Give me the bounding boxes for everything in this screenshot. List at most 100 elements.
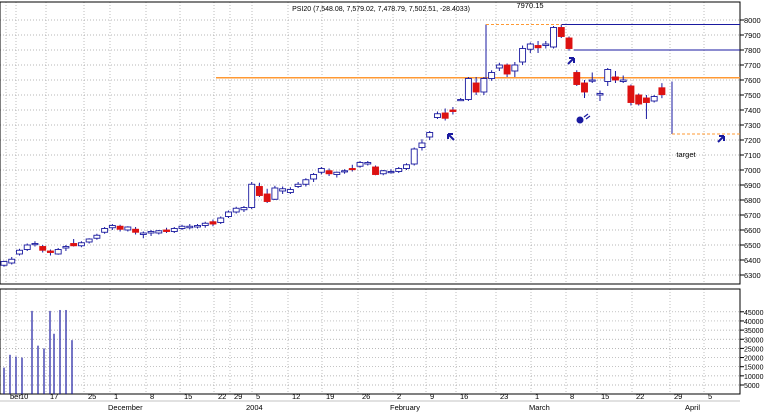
volume-tick-label: 40000 bbox=[744, 319, 764, 326]
candle-up bbox=[77, 242, 85, 247]
candle-up bbox=[139, 232, 147, 235]
candle-up bbox=[511, 64, 519, 72]
candle-down bbox=[635, 94, 643, 105]
candle-up bbox=[387, 171, 395, 174]
candle-up bbox=[101, 228, 109, 233]
candle-up bbox=[457, 99, 465, 102]
candle-down bbox=[627, 85, 635, 103]
date-tick-label: 5 bbox=[708, 392, 712, 401]
price-tick-label: 7000 bbox=[744, 166, 761, 175]
price-tick-label: 6800 bbox=[744, 196, 761, 205]
volume-tick-label: 5000 bbox=[744, 383, 760, 390]
candle-up bbox=[317, 168, 325, 173]
date-tick-label: 22 bbox=[218, 392, 226, 401]
date-tick-label: 29 bbox=[674, 392, 682, 401]
candle-up bbox=[519, 48, 527, 63]
candle-up bbox=[194, 225, 201, 228]
candle-down bbox=[325, 170, 333, 175]
volume-bars bbox=[3, 309, 73, 394]
candle-down bbox=[132, 228, 140, 233]
candle-up bbox=[286, 189, 294, 193]
price-tick-label: 8000 bbox=[744, 16, 761, 25]
candle-up bbox=[31, 243, 39, 246]
date-tick-label: 1 bbox=[535, 392, 539, 401]
date-tick-label: 5 bbox=[256, 392, 260, 401]
candle-up bbox=[379, 170, 387, 175]
candle-up bbox=[85, 238, 93, 243]
target-label: target bbox=[676, 150, 696, 159]
month-label: March bbox=[529, 403, 550, 412]
candle-down bbox=[372, 166, 379, 175]
candle-up bbox=[178, 225, 186, 229]
date-axis: ber 10 17 25 1 8 15 22 29 5 12 19 26 2 9 16 23 1 8 15 22 29 5D… bbox=[0, 392, 740, 412]
candle-down bbox=[472, 82, 480, 93]
candle-up bbox=[279, 188, 287, 192]
month-label: December bbox=[108, 403, 143, 412]
price-tick-label: 6400 bbox=[744, 256, 761, 265]
date-tick-label: 15 bbox=[184, 392, 192, 401]
candle-up bbox=[124, 226, 132, 231]
candle-down bbox=[209, 221, 217, 225]
candle-up bbox=[23, 244, 31, 250]
candle-down bbox=[581, 82, 588, 93]
date-tick-label: 17 bbox=[50, 392, 58, 401]
candle-up bbox=[170, 228, 178, 232]
date-tick-label: 25 bbox=[88, 392, 96, 401]
candle-up bbox=[341, 170, 349, 173]
candle-up bbox=[550, 27, 557, 48]
candle-up bbox=[403, 164, 410, 169]
price-grid bbox=[0, 2, 740, 394]
date-tick-label: 10 bbox=[20, 392, 28, 401]
candle-up bbox=[356, 162, 364, 167]
annotation-marks bbox=[447, 57, 725, 143]
candle-up bbox=[240, 207, 248, 211]
annotation-lines bbox=[216, 23, 740, 135]
date-tick-label: 8 bbox=[150, 392, 154, 401]
price-tick-label: 7800 bbox=[744, 46, 761, 55]
candle-down bbox=[565, 37, 573, 49]
candle-up bbox=[495, 64, 503, 69]
volume-tick-label: 20000 bbox=[744, 356, 764, 363]
candle-down bbox=[557, 27, 565, 37]
candle-up bbox=[217, 217, 225, 223]
candle-up bbox=[108, 225, 116, 229]
candle-down bbox=[658, 87, 666, 96]
candle-down bbox=[348, 168, 356, 171]
arrow-head bbox=[447, 133, 453, 139]
candle-up bbox=[54, 249, 62, 255]
candle-up bbox=[225, 211, 232, 217]
price-tick-label: 6500 bbox=[744, 241, 761, 250]
candle-up bbox=[418, 142, 426, 148]
date-tick-label: 1 bbox=[114, 392, 118, 401]
arrow-icon bbox=[447, 133, 455, 141]
candle-down bbox=[573, 72, 581, 85]
month-label: April bbox=[685, 403, 700, 412]
date-tick-label: 19 bbox=[326, 392, 334, 401]
candle-up bbox=[62, 246, 70, 249]
candle-down bbox=[449, 109, 457, 112]
candle-up bbox=[604, 69, 612, 82]
volume-tick-label: 25000 bbox=[744, 346, 764, 353]
date-tick-label: 26 bbox=[362, 392, 370, 401]
date-tick-label: 29 bbox=[234, 392, 242, 401]
candle-up bbox=[186, 225, 194, 229]
date-tick-label: 2 bbox=[397, 392, 401, 401]
arrow-icon bbox=[717, 135, 725, 143]
candle-up bbox=[310, 174, 318, 180]
candle-down bbox=[39, 246, 47, 251]
volume-tick-label: 30000 bbox=[744, 337, 764, 344]
candle-up bbox=[480, 78, 488, 93]
marker-dot bbox=[576, 116, 584, 124]
candle-down bbox=[534, 45, 542, 49]
price-tick-label: 7100 bbox=[744, 151, 761, 160]
candle-up bbox=[232, 207, 240, 213]
price-tick-label: 6300 bbox=[744, 271, 761, 280]
candlestick-series bbox=[0, 24, 666, 267]
volume-panel-frame bbox=[0, 288, 741, 395]
candle-up bbox=[433, 113, 441, 118]
price-tick-label: 7600 bbox=[744, 76, 761, 85]
candle-up bbox=[488, 72, 496, 79]
candle-up bbox=[248, 183, 256, 208]
price-panel-frame bbox=[0, 1, 741, 285]
